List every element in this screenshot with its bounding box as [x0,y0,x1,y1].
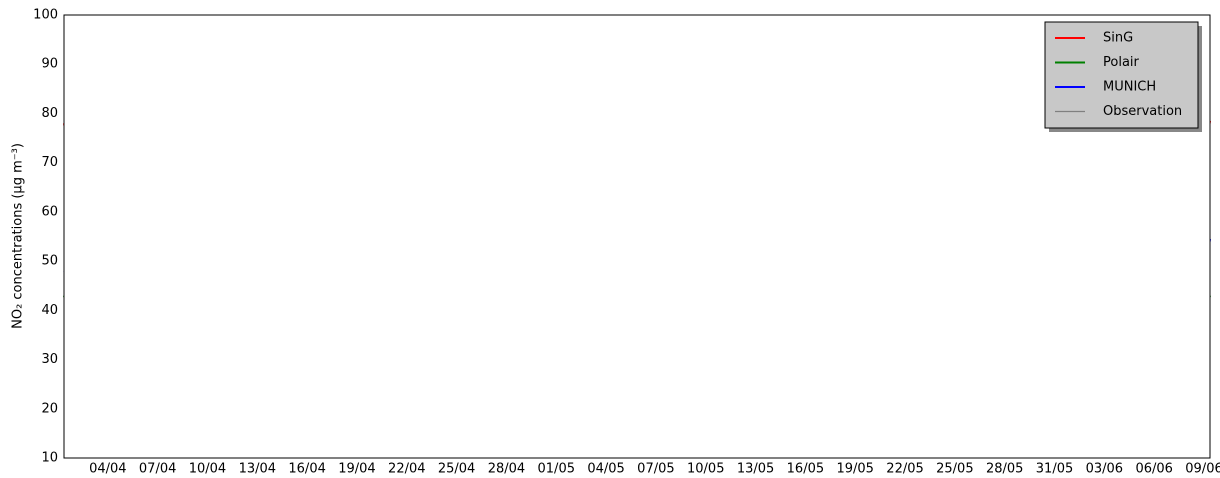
y-tick-label: 40 [41,303,58,318]
x-tick-label: 25/04 [438,462,475,477]
y-tick-label: 10 [41,451,58,466]
legend-label: Observation [1103,104,1182,119]
y-tick-label: 20 [41,401,58,416]
x-tick-label: 22/04 [388,462,425,477]
legend-label: Polair [1103,55,1140,70]
x-tick-label: 04/05 [587,462,624,477]
x-tick-label: 07/04 [139,462,176,477]
x-tick-label: 09/06 [1185,462,1220,477]
y-tick-label: 30 [41,352,58,367]
y-tick-label: 90 [41,57,58,72]
y-axis-label: NO₂ concentrations (μg m⁻³) [11,143,26,329]
x-tick-label: 13/04 [239,462,276,477]
x-tick-label: 22/05 [886,462,923,477]
y-tick-label: 60 [41,204,58,219]
x-tick-label: 16/04 [288,462,325,477]
x-tick-label: 19/05 [836,462,873,477]
legend-label: MUNICH [1103,80,1156,95]
legend-label: SinG [1103,31,1133,46]
x-tick-label: 28/04 [488,462,525,477]
y-tick-label: 100 [33,8,58,23]
x-tick-label: 19/04 [338,462,375,477]
x-tick-label: 10/04 [189,462,226,477]
plot-frame [63,14,1211,459]
x-tick-label: 03/06 [1086,462,1123,477]
x-tick-label: 04/04 [89,462,126,477]
x-tick-label: 25/05 [936,462,973,477]
legend-box [1044,21,1199,129]
x-tick-label: 07/05 [637,462,674,477]
x-tick-label: 10/05 [687,462,724,477]
x-tick-label: 01/05 [538,462,575,477]
x-tick-label: 16/05 [787,462,824,477]
y-tick-label: 80 [41,106,58,121]
y-tick-label: 50 [41,254,58,269]
x-tick-label: 06/06 [1135,462,1172,477]
x-tick-label: 13/05 [737,462,774,477]
x-tick-label: 31/05 [1036,462,1073,477]
x-tick-label: 28/05 [986,462,1023,477]
y-tick-label: 70 [41,155,58,170]
